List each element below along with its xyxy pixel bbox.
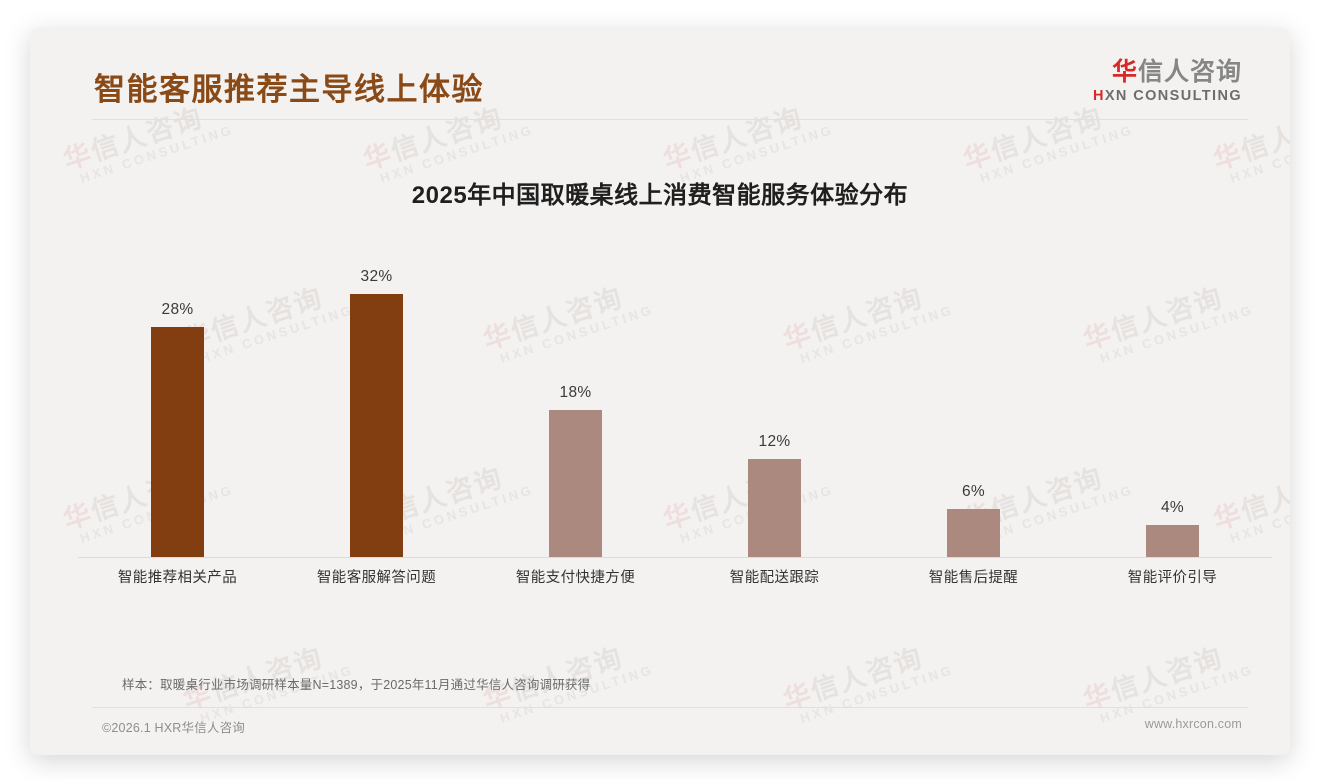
bar-chart-plot: 28% 32% 18% 12% 6% 4% 智能推荐相关产品 智能客服解答问题 智能支付快捷方… xyxy=(78,228,1272,594)
bar-rect[interactable] xyxy=(748,459,801,558)
x-axis-category-label: 智能支付快捷方便 xyxy=(515,569,636,586)
footer-divider xyxy=(92,707,1248,708)
company-logo: 华信人咨询 HXN CONSULTING xyxy=(1093,58,1242,104)
logo-english: HXN CONSULTING xyxy=(1093,88,1242,104)
watermark-hua-character: 华 xyxy=(1079,678,1117,716)
logo-english-rest: XN CONSULTING xyxy=(1104,88,1242,104)
sample-footnote: 样本：取暖桌行业市场调研样本量N=1389，于2025年11月通过华信人咨询调研… xyxy=(122,678,591,692)
header-divider xyxy=(92,119,1248,120)
bar-value-label: 6% xyxy=(961,482,985,500)
x-axis-line xyxy=(78,557,1272,558)
bar-series: 28% 32% 18% 12% 6% 4% xyxy=(78,228,1272,558)
logo-h-character: H xyxy=(1092,88,1105,104)
logo-chinese: 华信人咨询 xyxy=(1093,58,1242,86)
bar-column[interactable]: 32% xyxy=(277,228,476,558)
bar-column[interactable]: 28% xyxy=(78,228,277,558)
logo-hua-character: 华 xyxy=(1111,58,1138,86)
bar-rect[interactable] xyxy=(947,508,1000,558)
chart-title: 2025年中国取暖桌线上消费智能服务体验分布 xyxy=(411,182,909,209)
x-axis-category-label: 智能推荐相关产品 xyxy=(117,569,238,586)
bar-value-label: 18% xyxy=(559,383,592,401)
bar-value-label: 28% xyxy=(161,301,194,318)
bar-rect[interactable] xyxy=(549,409,602,558)
x-axis-category-labels: 智能推荐相关产品 智能客服解答问题 智能支付快捷方便 智能配送跟踪 智能售后提醒 智能评价… xyxy=(78,558,1272,594)
x-axis-category-label: 智能客服解答问题 xyxy=(316,569,437,586)
bar-column[interactable]: 18% xyxy=(476,228,675,558)
bar-rect[interactable] xyxy=(151,327,204,558)
slide-header: 智能客服推荐主导线上体验 华信人咨询 HXN CONSULTING xyxy=(30,28,1290,120)
logo-chinese-rest: 信人咨询 xyxy=(1137,58,1242,86)
bar-column[interactable]: 6% xyxy=(874,228,1073,558)
page-title: 智能客服推荐主导线上体验 xyxy=(94,72,484,107)
chart-area: 2025年中国取暖桌线上消费智能服务体验分布 28% 32% 18% 12% 6% 4% … xyxy=(30,120,1290,655)
bar-column[interactable]: 4% xyxy=(1073,228,1272,558)
bar-value-label: 12% xyxy=(758,433,791,450)
x-axis-category-label: 智能售后提醒 xyxy=(928,569,1019,586)
bar-value-label: 32% xyxy=(360,268,393,285)
x-axis-category-label: 智能评价引导 xyxy=(1127,569,1218,586)
bar-rect[interactable] xyxy=(1146,525,1199,558)
bar-rect[interactable] xyxy=(350,294,403,558)
watermark-hua-character: 华 xyxy=(779,678,817,716)
website-text: www.hxrcon.com xyxy=(1144,717,1242,731)
copyright-text: ©2026.1 HXR华信人咨询 xyxy=(102,721,246,735)
bar-value-label: 4% xyxy=(1160,499,1184,516)
slide-card: 华信人咨询 HXN CONSULTING 华信人咨询 HXN CONSULTING 华信… xyxy=(30,28,1290,755)
x-axis-category-label: 智能配送跟踪 xyxy=(729,569,820,586)
slide-footer: ©2026.1 HXR华信人咨询 www.hxrcon.com xyxy=(30,715,1290,739)
bar-column[interactable]: 12% xyxy=(675,228,874,558)
